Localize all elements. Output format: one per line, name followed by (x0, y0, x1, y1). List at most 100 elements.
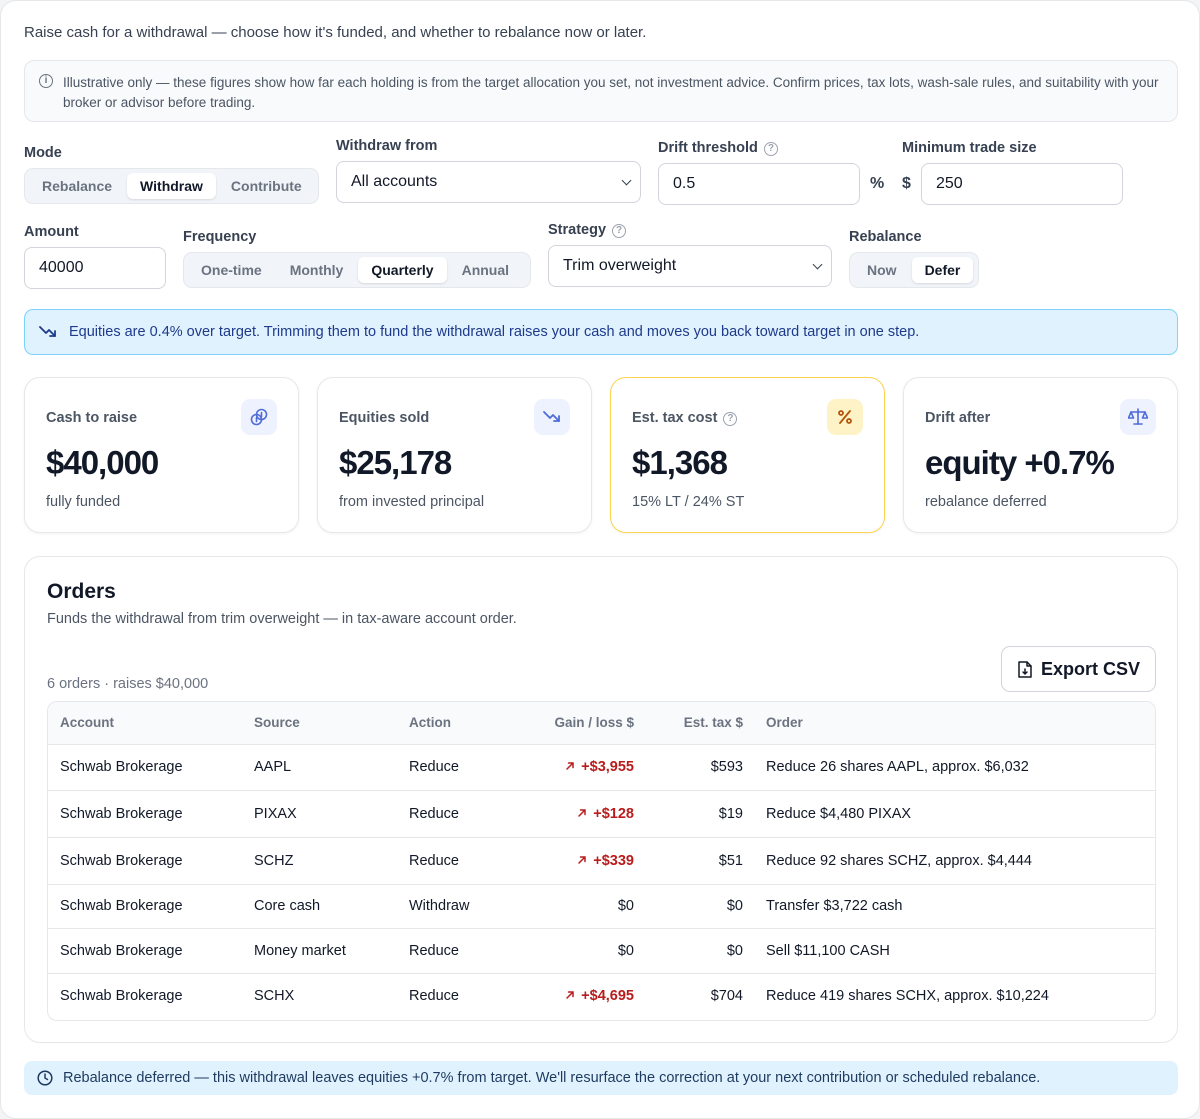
cell-order: Sell $11,100 CASH (766, 943, 890, 959)
percent-icon (827, 399, 863, 435)
trending-down-icon (534, 399, 570, 435)
mode-segmented: Rebalance Withdraw Contribute (24, 168, 319, 204)
trending-down-icon (39, 326, 56, 337)
table-body: Schwab Brokerage AAPL Reduce +$3,955 $593 Red… (48, 745, 1155, 1020)
table-row: Schwab Brokerage Core cash Withdraw $0 $0 Tra… (48, 885, 1155, 929)
disclaimer-text: Illustrative only — these figures show h… (63, 75, 1159, 110)
arrow-up-right-icon (566, 762, 574, 770)
orders-subtitle: Funds the withdrawal from trim overweigh… (47, 611, 517, 627)
card-label: Cash to raise (46, 410, 138, 426)
chevron-down-icon (621, 175, 632, 186)
column-header-est-tax[interactable]: Est. tax $ (683, 715, 743, 730)
rebalance-option-now[interactable]: Now (867, 262, 897, 278)
arrow-up-right-icon (578, 856, 587, 864)
cell-tax: $51 (718, 853, 743, 869)
card-subtext: 15% LT / 24% ST (632, 494, 745, 510)
cell-source: SCHZ (254, 853, 294, 869)
cell-gain: +$3,955 (565, 759, 634, 775)
cell-action: Reduce (409, 759, 459, 775)
cell-source: AAPL (254, 759, 292, 775)
cell-source: PIXAX (254, 806, 297, 822)
min-trade-input[interactable]: 250 (921, 163, 1123, 205)
table-row: Schwab Brokerage SCHZ Reduce +$339 $51 Reduce… (48, 838, 1155, 885)
export-csv-button[interactable]: Export CSV (1001, 646, 1156, 692)
card-label-text: Est. tax cost (632, 410, 718, 426)
mode-option-contribute[interactable]: Contribute (230, 178, 302, 194)
column-header-account[interactable]: Account (60, 715, 114, 730)
cell-action: Reduce (409, 853, 459, 869)
cell-account: Schwab Brokerage (60, 988, 183, 1004)
cell-account: Schwab Brokerage (60, 806, 183, 822)
table-row: Schwab Brokerage PIXAX Reduce +$128 $19 Reduc… (48, 791, 1155, 838)
strategy-label: Strategy? (548, 222, 627, 238)
gain-value: +$128 (593, 806, 634, 822)
card-value: equity +0.7% (925, 444, 1115, 481)
card-label: Drift after (925, 410, 991, 426)
cell-account: Schwab Brokerage (60, 759, 183, 775)
arrow-up-right-icon (566, 991, 574, 999)
frequency-option-annual[interactable]: Annual (461, 262, 510, 278)
percent-unit: % (870, 175, 885, 192)
mode-option-withdraw[interactable]: Withdraw (127, 173, 216, 199)
withdraw-from-select[interactable]: All accounts (336, 161, 641, 203)
cell-gain: +$128 (577, 806, 634, 822)
card-subtext: fully funded (46, 494, 121, 510)
strategy-label-text: Strategy (548, 222, 607, 238)
drift-banner: Equities are 0.4% over target. Trimming … (24, 309, 1178, 355)
coins-icon (241, 399, 277, 435)
column-header-source[interactable]: Source (254, 715, 300, 730)
arrow-up-right-icon (578, 809, 587, 817)
cell-tax: $0 (726, 898, 743, 914)
help-icon[interactable]: ? (612, 224, 627, 238)
frequency-segmented: One-time Monthly Quarterly Annual (183, 252, 531, 288)
mode-option-rebalance[interactable]: Rebalance (42, 178, 113, 194)
withdraw-from-value: All accounts (351, 173, 438, 190)
rebalance-option-defer[interactable]: Defer (911, 257, 974, 283)
help-icon[interactable]: ? (723, 412, 738, 426)
cell-action: Reduce (409, 988, 459, 1004)
frequency-option-one-time[interactable]: One-time (201, 262, 262, 278)
cell-account: Schwab Brokerage (60, 898, 183, 914)
cell-order: Reduce 419 shares SCHX, approx. $10,224 (766, 988, 1049, 1004)
card-value: $1,368 (632, 444, 728, 481)
withdraw-from-label: Withdraw from (336, 138, 438, 154)
column-header-order[interactable]: Order (766, 715, 803, 730)
orders-panel: Orders Funds the withdrawal from trim ov… (24, 556, 1178, 1043)
gain-value: +$3,955 (581, 759, 634, 775)
orders-title: Orders (47, 580, 116, 603)
help-icon[interactable]: ? (763, 142, 778, 156)
drift-threshold-label-text: Drift threshold (658, 140, 758, 156)
equities-sold-card: Equities sold $25,178 from invested prin… (317, 377, 592, 533)
strategy-value: Trim overweight (563, 257, 677, 274)
drift-threshold-input[interactable]: 0.5 (658, 163, 860, 205)
column-header-gain-loss[interactable]: Gain / loss $ (554, 715, 634, 730)
frequency-option-quarterly[interactable]: Quarterly (358, 257, 447, 283)
cell-order: Reduce $4,480 PIXAX (766, 806, 912, 822)
card-subtext: rebalance deferred (925, 494, 1047, 510)
column-header-action[interactable]: Action (409, 715, 451, 730)
frequency-label: Frequency (183, 229, 257, 245)
deferred-notice-text: Rebalance deferred — this withdrawal lea… (63, 1070, 1041, 1086)
deferred-notice: Rebalance deferred — this withdrawal lea… (24, 1061, 1178, 1095)
strategy-select[interactable]: Trim overweight (548, 245, 832, 287)
card-value: $40,000 (46, 444, 159, 481)
file-export-icon (1018, 661, 1032, 678)
frequency-option-monthly[interactable]: Monthly (289, 262, 344, 278)
export-csv-label: Export CSV (1041, 659, 1141, 679)
card-label: Equities sold (339, 410, 430, 426)
intro-text: Raise cash for a withdrawal — choose how… (24, 24, 647, 41)
cell-order: Reduce 92 shares SCHZ, approx. $4,444 (766, 853, 1032, 869)
amount-label: Amount (24, 224, 79, 240)
orders-count: 6 orders · raises $40,000 (47, 676, 209, 692)
cell-gain: $0 (617, 943, 634, 959)
cell-gain: +$4,695 (565, 988, 634, 1004)
cell-tax: $19 (718, 806, 743, 822)
amount-input[interactable]: 40000 (24, 247, 166, 289)
orders-table: Account Source Action Gain / loss $ Est.… (47, 701, 1156, 1021)
cell-tax: $593 (710, 759, 743, 775)
rebalance-label: Rebalance (849, 229, 922, 245)
cell-order: Transfer $3,722 cash (766, 898, 903, 914)
table-row: Schwab Brokerage AAPL Reduce +$3,955 $593 Red… (48, 745, 1155, 791)
cell-action: Reduce (409, 943, 459, 959)
tax-cost-card: Est. tax cost? $1,368 15% LT / 24% ST (610, 377, 885, 533)
